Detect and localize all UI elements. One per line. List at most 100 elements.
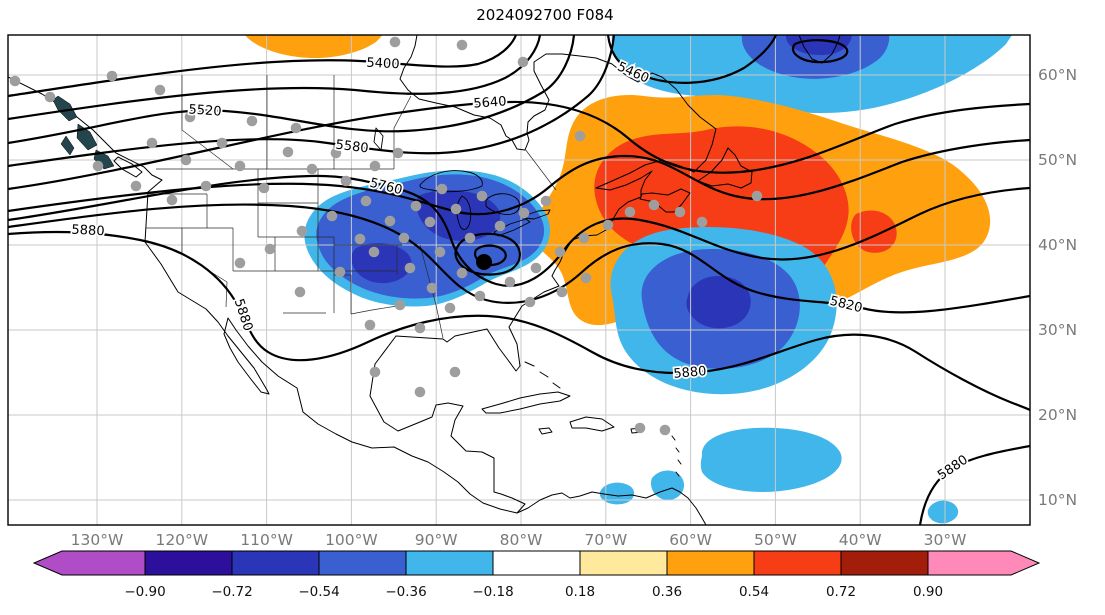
ensemble-dot <box>389 36 401 48</box>
ensemble-dot <box>518 207 530 219</box>
height-contours-layer <box>8 35 1030 525</box>
jamaica-coast <box>538 427 553 435</box>
contour-5580 <box>8 35 616 168</box>
colorbar-arrow-left <box>32 550 146 576</box>
colorbar-tick-label: 0.54 <box>739 584 769 600</box>
contour-5460-west <box>8 35 542 121</box>
coastlines-layer <box>8 35 841 525</box>
shading-negative-bottomright <box>927 500 959 524</box>
colorbar-tick-label: −0.18 <box>472 584 513 600</box>
lon-tick-label: 80°W <box>500 531 543 549</box>
contour-closed-low-midwest-outer <box>454 232 521 276</box>
colorbar-segment <box>405 550 494 576</box>
contour-5760 <box>8 174 1030 287</box>
lon-tick-label: 60°W <box>669 531 712 549</box>
lat-tick-label: 20°N <box>1038 406 1077 424</box>
lon-tick-label: 100°W <box>325 531 378 549</box>
contour-5880-southeast <box>918 444 1030 525</box>
lon-tick-label: 40°W <box>839 531 882 549</box>
ensemble-dot <box>426 282 438 294</box>
lon-tick-label: 50°W <box>754 531 797 549</box>
haida-gwaii-island <box>60 135 75 156</box>
ensemble-dot <box>751 190 763 202</box>
hispaniola-coast <box>569 416 615 432</box>
colorbar-segment <box>753 550 842 576</box>
ensemble-dot <box>464 232 476 244</box>
nova-scotia-coast <box>639 188 691 213</box>
map-frame <box>7 34 1031 526</box>
ensemble-dot <box>166 194 178 206</box>
alaska-panhandle-island <box>93 149 115 170</box>
gaspe-coast <box>595 170 653 198</box>
colorbar-segment <box>231 550 320 576</box>
lake-superior <box>419 170 483 193</box>
ensemble-dot <box>130 180 142 192</box>
contour-closed-low-northeast <box>791 39 849 64</box>
ensemble-dot <box>9 75 21 87</box>
ensemble-dot <box>404 262 416 274</box>
shading-negative-topright-mid <box>741 35 890 79</box>
lat-tick-label: 30°N <box>1038 321 1077 339</box>
lon-tick-label: 30°W <box>924 531 967 549</box>
ensemble-dot <box>354 233 366 245</box>
contour-5820 <box>8 203 1030 314</box>
ensemble-dot <box>360 195 372 207</box>
ensemble-dot <box>450 203 462 215</box>
colorbar-tick-label: 0.18 <box>565 584 595 600</box>
ensemble-dots-layer <box>9 36 763 436</box>
lat-tick-label: 50°N <box>1038 151 1077 169</box>
ensemble-dot <box>424 216 436 228</box>
colorbar-arrow-right <box>927 550 1041 576</box>
ensemble-dot <box>540 195 552 207</box>
colorbar-tick-label: 0.36 <box>652 584 682 600</box>
lesser-antilles-islands <box>671 435 682 477</box>
ensemble-dot <box>294 286 306 298</box>
shading-negative-midwest-core-1 <box>416 190 501 241</box>
ensemble-dot <box>449 366 461 378</box>
ensemble-dot <box>92 160 104 172</box>
contour-5700 <box>8 138 1030 216</box>
lon-tick-label: 120°W <box>155 531 208 549</box>
ensemble-dot <box>494 220 506 232</box>
ensemble-dot <box>258 182 270 194</box>
ensemble-dot <box>330 147 342 159</box>
ensemble-dot <box>398 232 410 244</box>
colorbar: −0.90 −0.72 −0.54 −0.36 −0.18 0.18 0.36 0.54 0.7… <box>32 550 1041 600</box>
colorbar-tick-label: 0.72 <box>826 584 856 600</box>
ensemble-dot <box>180 154 192 166</box>
ensemble-dot <box>556 286 568 298</box>
ensemble-dot <box>580 272 592 284</box>
ensemble-dot <box>154 84 166 96</box>
ensemble-dot <box>106 70 118 82</box>
ensemble-dot <box>290 122 302 134</box>
colorbar-tick-label: −0.90 <box>124 584 165 600</box>
figure-title: 2024092700 F084 <box>476 6 613 24</box>
lon-tick-label: 130°W <box>71 531 124 549</box>
contour-5520 <box>8 35 576 145</box>
ensemble-dot <box>184 111 196 123</box>
ensemble-dot <box>696 216 708 228</box>
ensemble-dot <box>282 146 294 158</box>
ensemble-dot <box>648 199 660 211</box>
ensemble-dot <box>368 246 380 258</box>
ensemble-dot <box>414 386 426 398</box>
shading-negative-topright-core <box>785 35 852 56</box>
colorbar-tick-label: −0.72 <box>211 584 252 600</box>
contour-5400 <box>8 35 518 98</box>
ensemble-dot <box>436 183 448 195</box>
ensemble-dot <box>234 257 246 269</box>
latlon-gridlines-layer <box>8 35 1030 525</box>
contour-5880-main <box>8 230 1030 412</box>
ensemble-dot <box>434 246 446 258</box>
colorbar-segment <box>579 550 668 576</box>
contour-label: 5880 <box>673 364 707 382</box>
ensemble-dot <box>574 130 586 142</box>
contour-label: 5880 <box>71 223 105 240</box>
cuba-coast <box>481 391 571 414</box>
ensemble-dot <box>414 322 426 334</box>
lon-tick-label: 90°W <box>415 531 458 549</box>
colorbar-segment <box>840 550 929 576</box>
colorbar-segment <box>666 550 755 576</box>
axis-labels-layer: 130°W 120°W 110°W 100°W 90°W 80°W 70°W 60°W 50°W… <box>71 66 1077 549</box>
